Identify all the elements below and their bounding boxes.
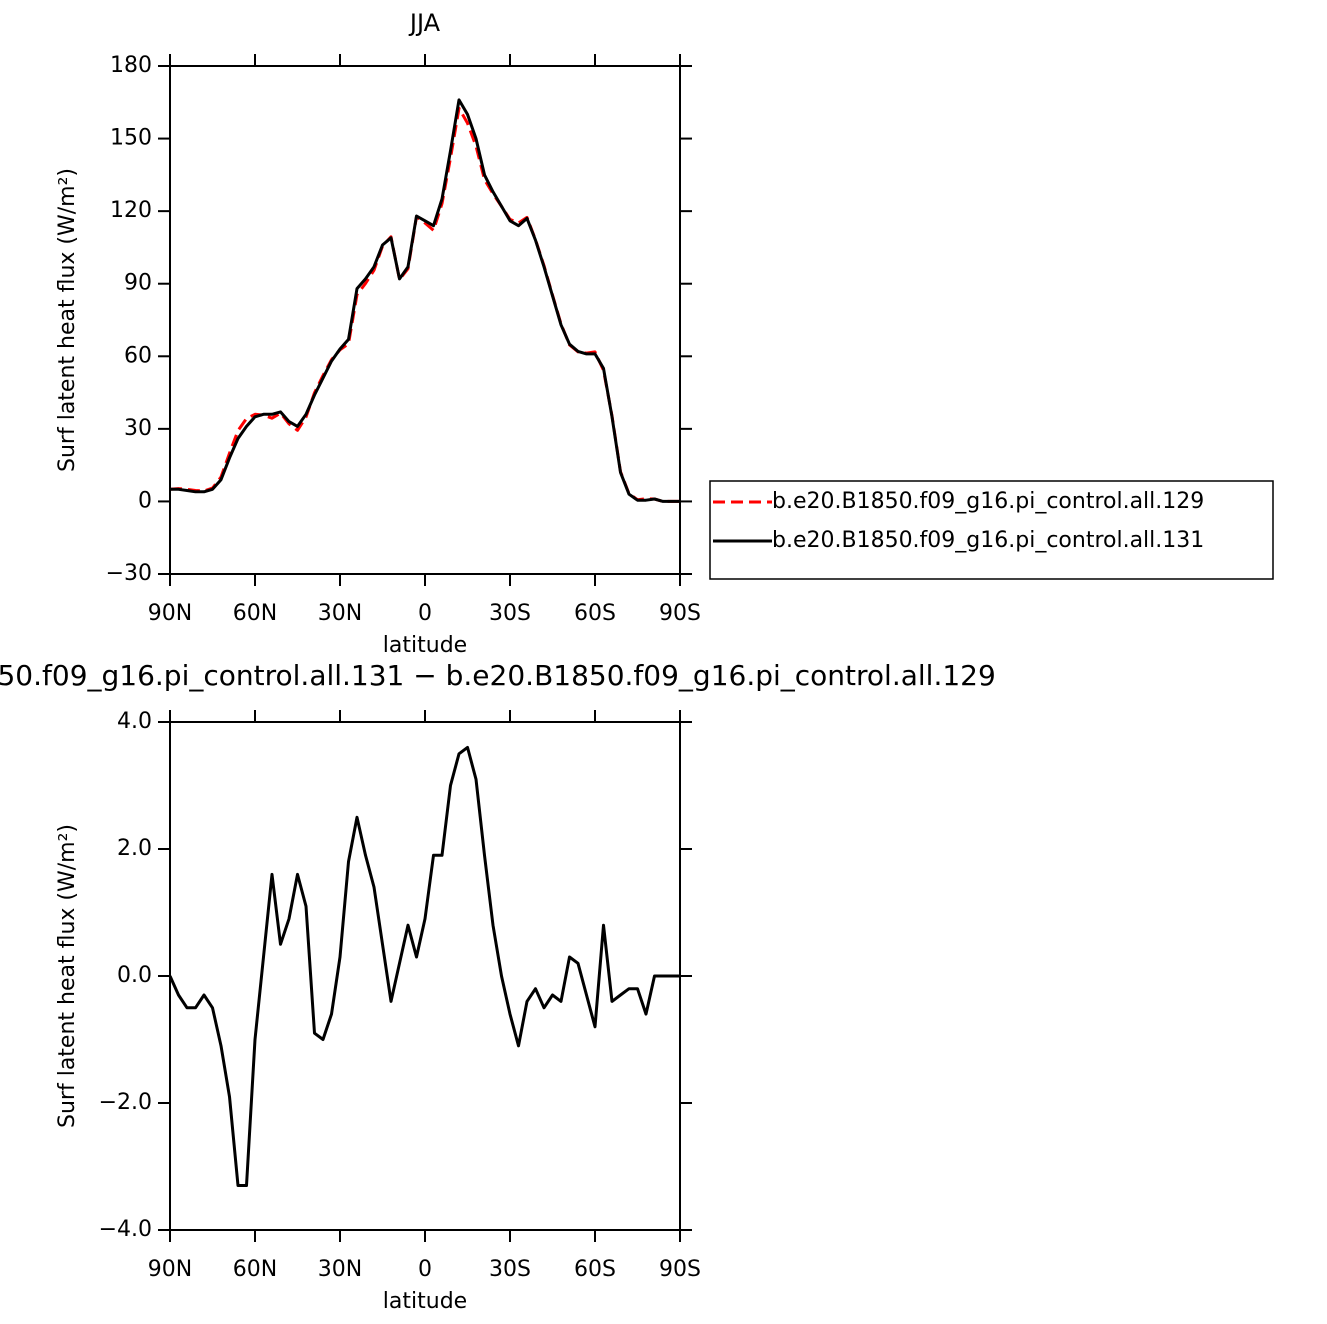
x-axis-label: latitude bbox=[383, 633, 467, 658]
y-tick-label: −30 bbox=[106, 561, 152, 586]
data-line bbox=[169, 106, 680, 503]
y-tick-label: −4.0 bbox=[99, 1217, 152, 1242]
y-tick-label: −2.0 bbox=[99, 1090, 152, 1115]
x-tick-label: 0 bbox=[418, 601, 432, 626]
y-tick-label: 90 bbox=[124, 271, 152, 296]
chart-title: b.e20.B1850.f09_g16.pi_control.all.131 −… bbox=[0, 659, 996, 692]
y-tick-label: 0 bbox=[138, 488, 152, 513]
y-tick-label: 150 bbox=[110, 126, 152, 151]
x-tick-label: 90N bbox=[148, 1257, 192, 1282]
y-tick-label: 120 bbox=[110, 198, 152, 223]
x-tick-label: 30N bbox=[318, 1257, 362, 1282]
y-tick-label: 30 bbox=[124, 416, 152, 441]
y-tick-label: 4.0 bbox=[117, 709, 152, 734]
y-tick-label: 0.0 bbox=[117, 963, 152, 988]
x-tick-label: 60N bbox=[233, 1257, 277, 1282]
x-tick-label: 90S bbox=[659, 1257, 701, 1282]
x-tick-label: 0 bbox=[418, 1257, 432, 1282]
chart-title: JJA bbox=[408, 9, 441, 37]
x-tick-label: 30S bbox=[489, 601, 531, 626]
legend-label: b.e20.B1850.f09_g16.pi_control.all.129 bbox=[772, 489, 1204, 514]
y-axis-label: Surf latent heat flux (W/m²) bbox=[55, 824, 80, 1128]
y-tick-label: 60 bbox=[124, 343, 152, 368]
x-tick-label: 60N bbox=[233, 601, 277, 626]
x-tick-label: 30N bbox=[318, 601, 362, 626]
x-tick-label: 30S bbox=[489, 1257, 531, 1282]
x-tick-label: 90N bbox=[148, 601, 192, 626]
x-axis-label: latitude bbox=[383, 1289, 467, 1314]
plot-frame bbox=[169, 65, 681, 575]
plot-frame bbox=[169, 721, 681, 1231]
legend-label: b.e20.B1850.f09_g16.pi_control.all.131 bbox=[772, 528, 1204, 553]
y-tick-label: 2.0 bbox=[117, 836, 152, 861]
x-tick-label: 60S bbox=[574, 1257, 616, 1282]
x-tick-label: 60S bbox=[574, 601, 616, 626]
data-line bbox=[170, 98, 680, 503]
x-tick-label: 90S bbox=[659, 601, 701, 626]
y-tick-label: 180 bbox=[110, 53, 152, 78]
data-line bbox=[168, 745, 680, 1187]
y-axis-label: Surf latent heat flux (W/m²) bbox=[55, 168, 80, 472]
legend-box bbox=[709, 480, 1274, 580]
